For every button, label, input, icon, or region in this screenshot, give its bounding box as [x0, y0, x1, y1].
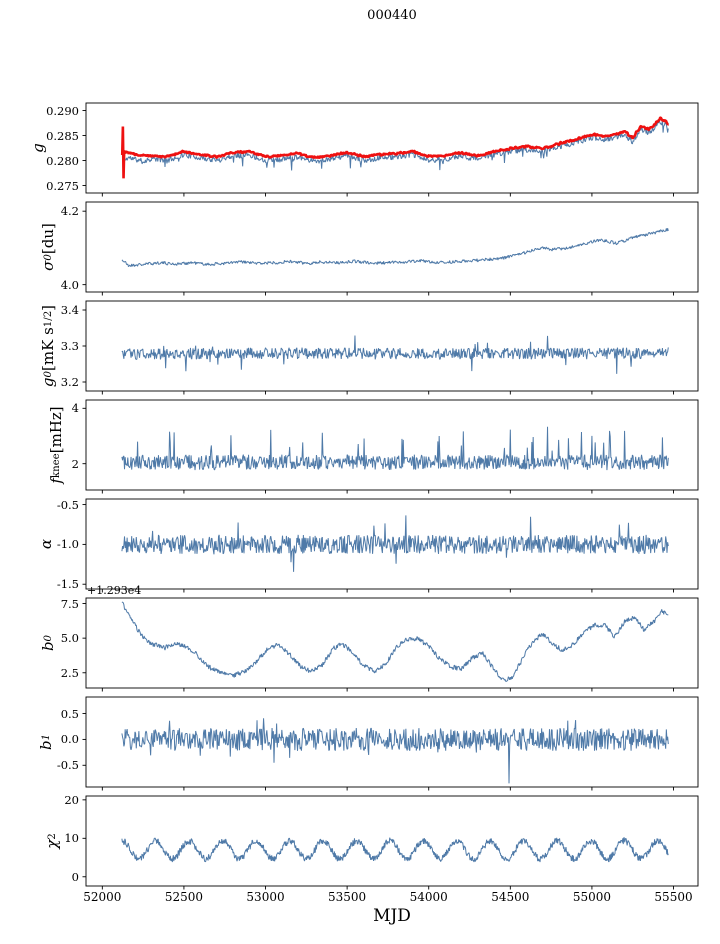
y-tick-label: 4.2: [60, 204, 79, 219]
y-tick-label: 3.3: [60, 339, 79, 353]
y-tick-label: -0.5: [56, 758, 79, 773]
x-tick-label: 52500: [164, 890, 203, 904]
y-tick-label: 7.5: [60, 596, 79, 611]
y-tick-label: 20: [64, 792, 79, 807]
y-axis-label-segment: 2: [46, 833, 58, 840]
y-tick-label: 2.5: [60, 665, 79, 680]
y-tick-label: -0.5: [56, 497, 79, 512]
y-tick-label: 3.4: [60, 303, 79, 317]
y-tick-label: 0.275: [46, 178, 79, 193]
y-tick-label: 4.0: [60, 277, 79, 292]
y-tick-label: 5.0: [60, 631, 79, 646]
y-tick-label: 0.285: [46, 128, 79, 143]
y-tick-label: 2: [71, 456, 79, 471]
x-tick-label: 53000: [246, 890, 285, 904]
x-tick-label: 54500: [491, 890, 530, 904]
x-tick-label: 52000: [83, 890, 122, 904]
y-tick-label: 10: [64, 831, 79, 846]
x-tick-label: 54000: [409, 890, 448, 904]
axis-offset-text: +1.293e4: [87, 584, 142, 597]
y-tick-label: 0: [71, 869, 79, 884]
y-tick-label: -1.0: [56, 537, 79, 552]
y-tick-label: 0.5: [60, 706, 79, 721]
y-tick-label: -1.5: [56, 577, 79, 592]
x-axis-label: MJD: [373, 906, 411, 926]
x-tick-label: 55000: [572, 890, 611, 904]
y-axis-label-segment: 1: [40, 733, 52, 741]
y-tick-label: 0.0: [60, 732, 79, 747]
chart-title: 000440: [367, 8, 417, 23]
y-tick-label: 0.290: [46, 103, 79, 118]
y-axis-label-segment: 0: [42, 634, 54, 642]
y-tick-label: 4: [71, 401, 79, 416]
y-tick-label: 3.2: [60, 375, 79, 389]
y-tick-label: 0.280: [46, 153, 79, 168]
y-axis-label-segment: 1/2: [42, 310, 54, 328]
y-axis-label-segment: ]: [39, 304, 57, 311]
x-tick-label: 53500: [328, 890, 367, 904]
x-tick-label: 55500: [654, 890, 693, 904]
y-axis-label-segment: χ: [43, 839, 61, 849]
